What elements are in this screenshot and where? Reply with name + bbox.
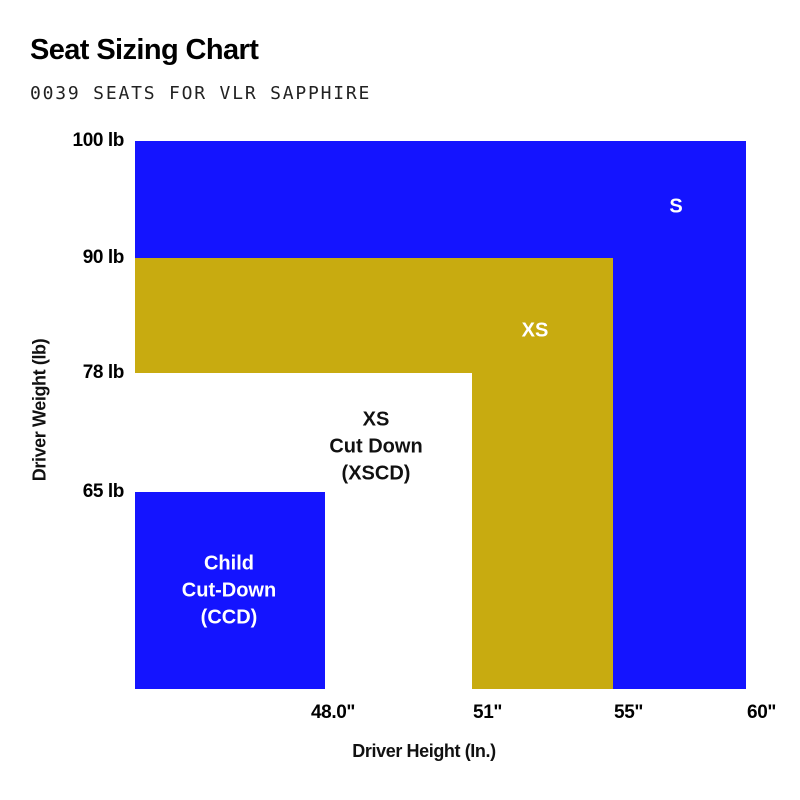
x-tick-label: 51" bbox=[473, 702, 502, 723]
region-child-cut-down-ccd bbox=[135, 492, 325, 689]
x-tick-label: 48.0" bbox=[311, 702, 355, 723]
region-label: Child Cut-Down (CCD) bbox=[181, 552, 277, 629]
x-axis-label: Driver Height (In.) bbox=[352, 741, 496, 761]
region-label: XS bbox=[521, 319, 549, 342]
chart-subtitle: 0039 SEATS FOR VLR SAPPHIRE bbox=[30, 83, 372, 104]
x-tick-label: 60" bbox=[747, 702, 776, 723]
region-label: XS Cut Down (XSCD) bbox=[329, 408, 423, 485]
y-tick-label: 90 lb bbox=[82, 247, 125, 268]
y-tick-label: 100 lb bbox=[72, 130, 125, 151]
x-tick-label: 55" bbox=[614, 702, 643, 723]
chart-title: Seat Sizing Chart bbox=[30, 34, 259, 66]
y-tick-label: 65 lb bbox=[82, 481, 125, 502]
region-label: S bbox=[669, 195, 683, 218]
y-tick-label: 78 lb bbox=[82, 362, 125, 383]
y-axis-label: Driver Weight (lb) bbox=[29, 338, 50, 482]
